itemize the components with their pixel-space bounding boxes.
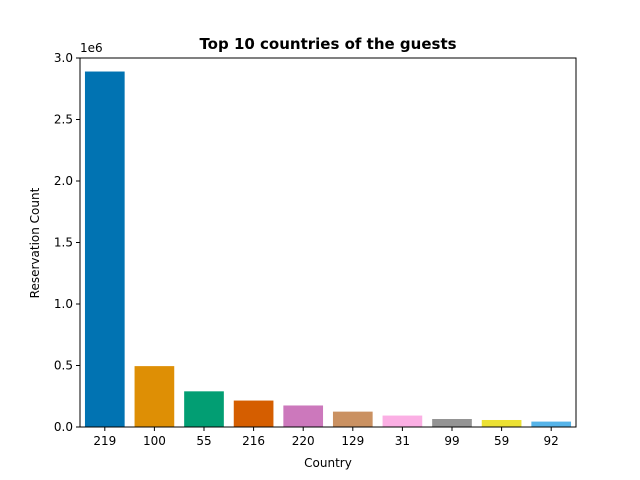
y-tick-label: 1.5 [54,236,73,250]
x-tick-label: 216 [242,434,265,448]
bars-group [84,71,572,428]
bar-219 [84,71,125,427]
bar-129 [332,411,373,428]
y-tick-label: 2.0 [54,174,73,188]
x-tick-label: 100 [143,434,166,448]
bar-99 [432,419,472,427]
chart-title: Top 10 countries of the guests [199,35,456,53]
x-tick-label: 220 [292,434,315,448]
bar-220 [283,405,324,427]
x-tick-label: 129 [341,434,364,448]
y-tick-label: 0.5 [54,359,73,373]
y-tick-label: 2.5 [54,113,73,127]
x-tick-label: 55 [196,434,211,448]
x-tick-label: 92 [544,434,559,448]
bar-100 [134,366,175,427]
x-tick-label: 219 [93,434,116,448]
bar-59 [481,419,522,427]
y-tick-label: 3.0 [54,51,73,65]
axes-group: 219 100 55 216 220 129 31 99 59 92 0.0 0.5 1.0 1.5 2.0… [54,51,577,448]
plot-frame [79,57,577,428]
bar-216 [233,400,274,427]
x-tick-label: 59 [494,434,509,448]
y-tick-label: 0.0 [54,420,73,434]
x-axis-label: Country [304,456,352,470]
x-tick-label: 99 [444,434,459,448]
x-tick-label: 31 [395,434,410,448]
y-axis-offset-label: 1e6 [80,41,103,55]
bar-31 [382,415,423,427]
y-axis-label: Reservation Count [28,187,42,298]
bar-55 [184,391,224,427]
y-tick-label: 1.0 [54,297,73,311]
bar-92 [531,421,572,427]
